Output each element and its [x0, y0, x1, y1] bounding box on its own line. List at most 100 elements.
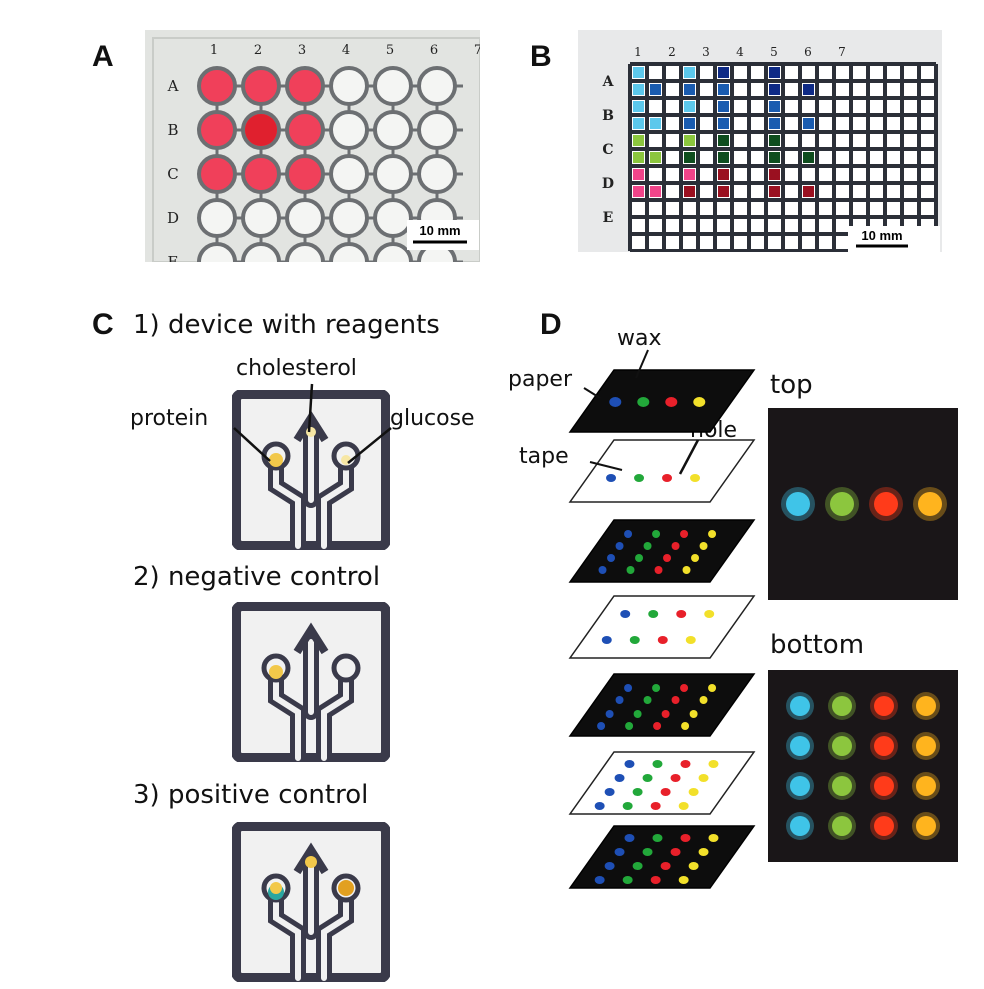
panel-b-plate-photo: 1 2 3 4 5 6 7 A B C D E 10 mm — [578, 30, 942, 252]
layer-spot — [609, 397, 622, 407]
detection-spot — [916, 696, 936, 716]
layer-spot — [620, 610, 631, 618]
device-channels — [273, 427, 349, 549]
bottom-view-label: bottom — [770, 630, 865, 660]
colored-well — [633, 101, 644, 112]
tape-layer-2 — [568, 595, 756, 659]
layer-spot — [698, 774, 709, 782]
scale-bar-b-box — [848, 226, 940, 252]
detection-spot — [790, 816, 810, 836]
layer-spot — [661, 710, 670, 718]
layer-spot — [629, 636, 640, 644]
layer-spot — [660, 862, 671, 870]
layer-spot — [665, 397, 678, 407]
detection-spot — [916, 776, 936, 796]
colored-well — [650, 118, 661, 129]
plate-a-row-label: C — [167, 165, 178, 183]
colored-well — [803, 118, 814, 129]
layer-spot — [643, 542, 652, 550]
plate-a-row-label: E — [168, 253, 179, 262]
layer-spot — [605, 710, 614, 718]
layer-spot — [699, 696, 708, 704]
colored-well — [684, 169, 695, 180]
colored-well — [684, 84, 695, 95]
detection-spot — [874, 492, 898, 516]
layer-spot — [663, 554, 672, 562]
layer-spot — [670, 848, 681, 856]
panel-c-title-3: 3) positive control — [133, 780, 369, 810]
plate-a-border — [152, 37, 480, 262]
cholesterol-label: cholesterol — [236, 356, 357, 381]
colored-well — [684, 101, 695, 112]
detection-spot — [790, 776, 810, 796]
layer-spot — [660, 788, 671, 796]
layer-spot — [598, 566, 607, 574]
empty-well — [241, 242, 281, 262]
detection-spot — [916, 736, 936, 756]
reagent-spot — [270, 882, 282, 894]
central-sample-well — [245, 114, 277, 146]
plate-b-row-label: A — [602, 74, 615, 90]
colored-well — [718, 186, 729, 197]
colored-well — [650, 152, 661, 163]
plate-a-row-label: A — [167, 77, 179, 95]
layer-spot — [615, 696, 624, 704]
colored-well — [769, 84, 780, 95]
device-channels — [273, 639, 349, 761]
colored-well — [718, 135, 729, 146]
colored-well — [633, 118, 644, 129]
top-view-spots — [768, 408, 958, 600]
layer-spot — [652, 530, 661, 538]
detection-spot — [918, 492, 942, 516]
layer-spot — [671, 696, 680, 704]
wax-layer-3 — [568, 673, 756, 737]
plate-b-column-label: 6 — [804, 45, 812, 59]
wax-layer-1 — [568, 369, 756, 433]
reagent-spot — [338, 880, 354, 896]
plate-b-row-label: B — [602, 108, 614, 124]
detection-spot — [832, 816, 852, 836]
layer-spot — [594, 802, 605, 810]
layer-spot — [642, 848, 653, 856]
layer-spot — [704, 610, 715, 618]
scale-bar-a-label: 10 mm — [419, 223, 460, 238]
device-arrow-tip — [293, 842, 329, 875]
plate-b-row-label: C — [602, 142, 613, 158]
reagent-spot — [305, 856, 317, 868]
wax-layer-4 — [568, 825, 756, 889]
layer-spot — [654, 566, 663, 574]
colored-well — [769, 186, 780, 197]
well-plate-b: 1 2 3 4 5 6 7 A B C D E 10 mm — [578, 30, 942, 252]
layer-spot — [634, 474, 645, 482]
scale-bar-b-label: 10 mm — [861, 228, 902, 243]
tape-layer-3 — [568, 751, 756, 815]
panel-c-title-2: 2) negative control — [133, 562, 381, 592]
detection-spot — [832, 736, 852, 756]
layer-spot — [680, 760, 691, 768]
layer-spot — [691, 554, 700, 562]
colored-well — [650, 84, 661, 95]
layer-spot — [635, 554, 644, 562]
layer-spot — [601, 636, 612, 644]
layer-spot — [643, 696, 652, 704]
layer-spot — [698, 848, 709, 856]
panel-letter-c: C — [92, 308, 114, 341]
layer-spot — [650, 876, 661, 884]
layer-spot — [614, 774, 625, 782]
panel-a-plate-photo: 1 2 3 4 5 6 7 A B C D E 10 mm — [145, 30, 480, 262]
detection-spot — [790, 736, 810, 756]
layer-spot — [606, 474, 617, 482]
layer-spot — [622, 802, 633, 810]
hole-pointer-line — [678, 439, 700, 475]
colored-well — [684, 186, 695, 197]
layer-spot — [708, 760, 719, 768]
layer-spot — [708, 530, 717, 538]
well-plate-a: 1 2 3 4 5 6 7 A B C D E 10 mm — [145, 30, 480, 262]
colored-well — [684, 118, 695, 129]
top-view-label: top — [770, 370, 813, 400]
layer-spot — [652, 760, 663, 768]
layer-spot — [642, 774, 653, 782]
detection-spot — [916, 816, 936, 836]
colored-well — [718, 101, 729, 112]
layer-spot — [626, 566, 635, 574]
